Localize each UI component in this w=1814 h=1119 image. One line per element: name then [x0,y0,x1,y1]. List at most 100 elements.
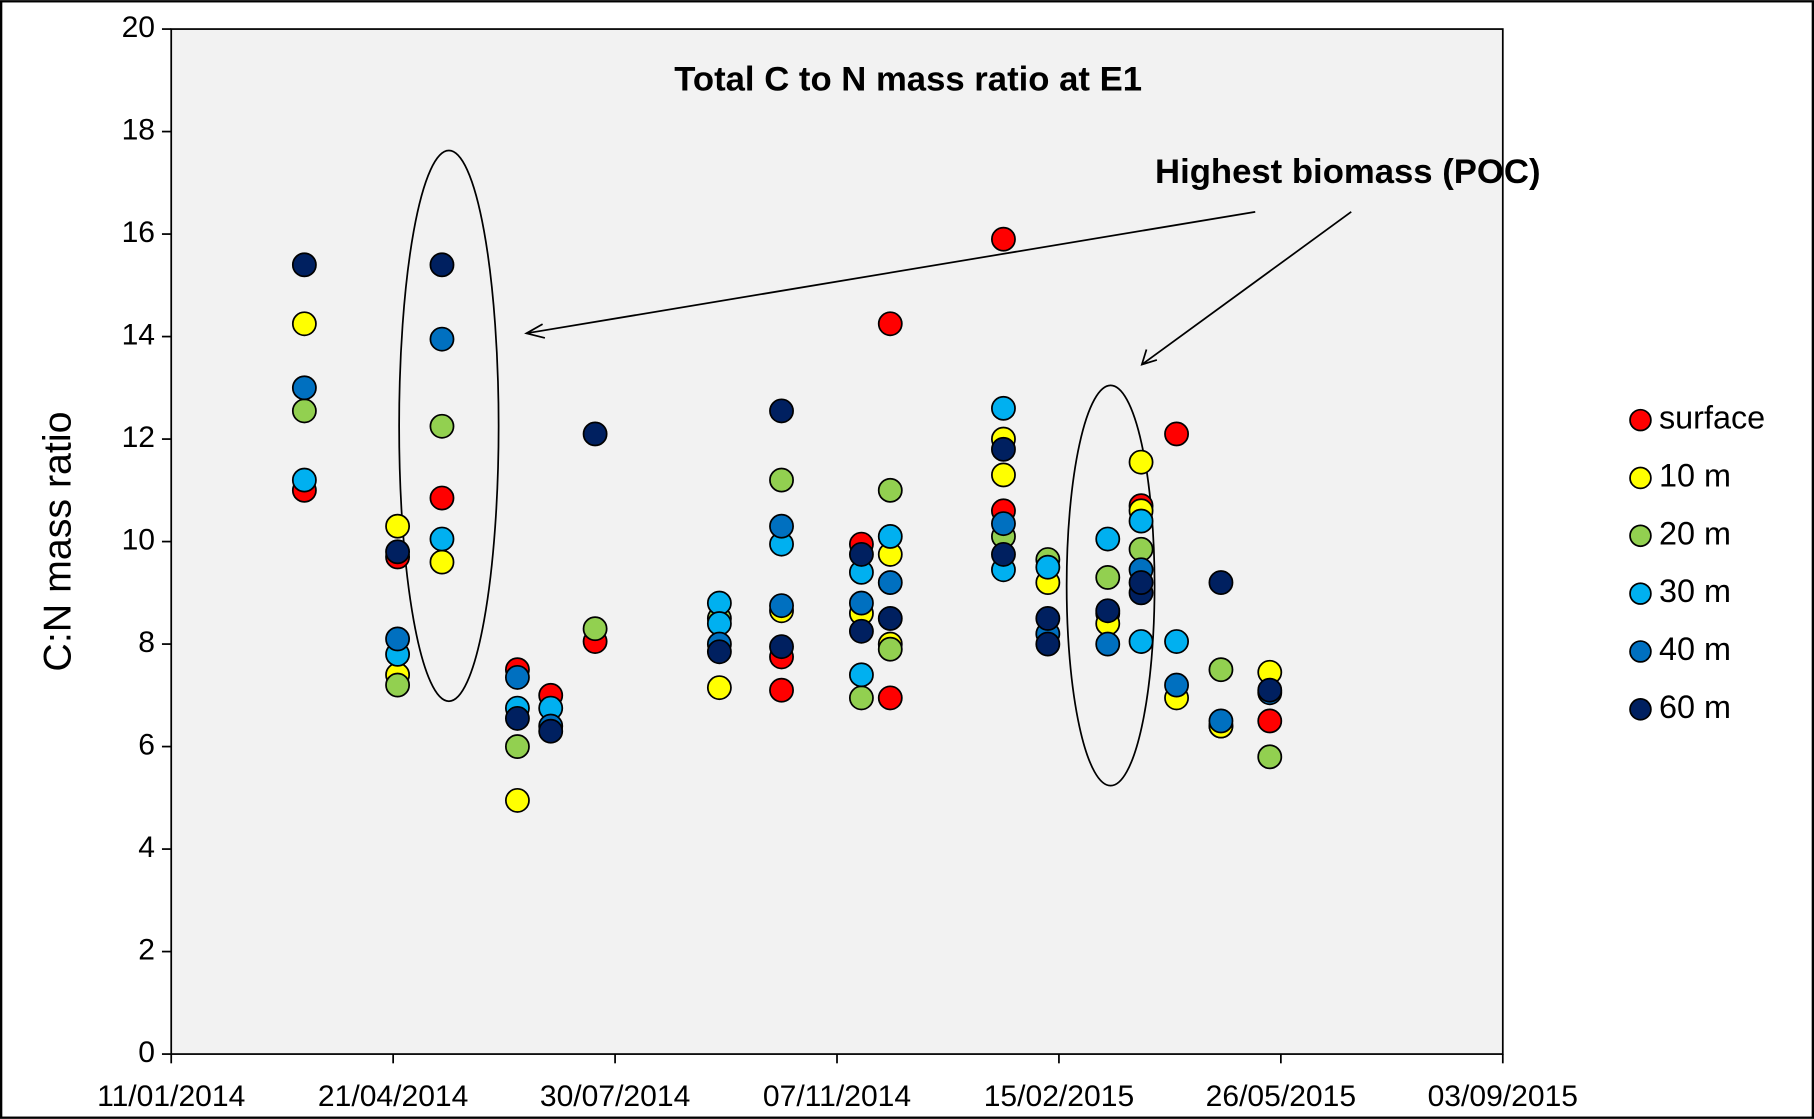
point [1208,570,1234,596]
point [1208,657,1234,683]
point [429,485,455,511]
legend-label: 10 m [1659,458,1731,494]
point [1164,672,1189,698]
point [769,467,794,493]
arrow [526,210,1256,335]
point [429,326,455,352]
point [877,570,903,596]
point [877,477,903,503]
y-tick-label: 20 [122,11,155,44]
point [429,549,455,575]
point [385,672,411,698]
point [877,311,903,337]
point [769,398,794,424]
legend-marker [1629,408,1652,432]
legend-label: 20 m [1659,515,1731,551]
point [848,590,874,616]
legend-marker [1629,524,1652,548]
point [848,662,874,688]
ellipse [1065,384,1156,787]
y-tick-label: 14 [122,319,155,352]
x-tick-label: 15/02/2015 [984,1080,1134,1113]
point [291,398,317,424]
point [429,526,455,552]
y-tick-label: 0 [138,1036,155,1069]
point [429,413,455,439]
arrow-head [1140,349,1158,366]
x-tick-label: 26/05/2015 [1206,1080,1356,1113]
point [504,664,530,690]
x-tick-label: 07/11/2014 [763,1080,911,1113]
point [991,436,1016,462]
y-tick-label: 12 [122,421,155,454]
point [769,677,794,703]
point [1095,631,1121,657]
legend-label: 30 m [1659,573,1731,609]
y-tick-label: 4 [138,831,155,864]
legend-marker [1629,640,1652,663]
point [1257,708,1283,734]
y-tick-label: 8 [138,626,155,659]
point [1128,508,1154,534]
y-axis-label: C:N mass ratio [36,412,80,672]
x-tick-label: 21/04/2014 [318,1080,468,1113]
ellipse [398,149,500,703]
point [291,375,317,401]
point [991,462,1016,488]
point [291,467,317,493]
point [848,541,874,567]
y-tick-label: 10 [122,524,155,557]
legend-marker [1629,466,1652,490]
point [877,636,903,662]
point [1128,629,1154,654]
point [385,626,411,652]
point [1128,570,1154,596]
point [848,618,874,644]
legend-marker [1629,582,1652,605]
point [1257,677,1283,703]
point [538,718,564,744]
point [504,734,530,760]
point [385,539,411,565]
point [769,634,794,660]
point [769,593,794,619]
point [1208,708,1234,734]
point [1257,744,1283,770]
point [877,606,903,631]
point [504,705,530,731]
point [291,311,317,337]
point [1095,526,1121,552]
point [991,511,1016,537]
x-tick-label: 30/07/2014 [540,1080,690,1113]
point [1164,629,1189,654]
point [385,513,411,539]
chart-title: Total C to N mass ratio at E1 [674,60,1142,98]
legend-label: 60 m [1659,689,1731,725]
point [429,252,455,278]
point [769,513,794,539]
point [706,639,732,665]
point [877,524,903,549]
arrow [1141,211,1352,366]
y-tick-label: 18 [122,114,155,147]
point [1035,606,1061,631]
legend-marker [1629,698,1652,721]
point [1164,421,1189,447]
annotation: Highest biomass (POC) [1155,153,1540,191]
point [582,616,608,642]
x-tick-label: 03/09/2015 [1428,1080,1578,1113]
point [991,395,1016,421]
arrow-head [524,323,546,339]
point [848,685,874,711]
point [291,252,317,278]
point [1095,598,1121,624]
point [1035,631,1061,657]
y-tick-label: 16 [122,216,155,249]
point [991,541,1016,567]
point [991,226,1016,252]
annotation-shapes [398,149,1352,787]
point [504,787,530,813]
point [1095,565,1121,590]
y-tick-label: 6 [138,729,155,762]
